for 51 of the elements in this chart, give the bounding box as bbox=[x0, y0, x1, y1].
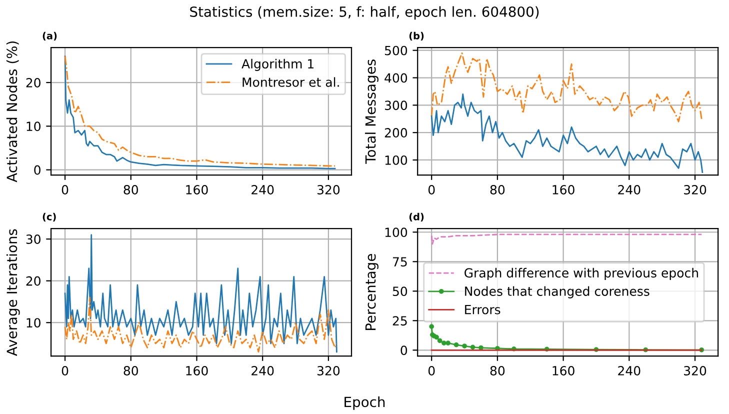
y-tick-label: 10 bbox=[26, 318, 40, 328]
y-tick-label: 100 bbox=[385, 228, 408, 238]
x-tick-label: 80 bbox=[124, 185, 138, 194]
legend-label: Nodes that changed coreness bbox=[465, 286, 650, 298]
x-tick-label: 240 bbox=[252, 185, 274, 194]
x-tick-label: 160 bbox=[552, 185, 574, 194]
y-axis-title: Activated Nodes (%) bbox=[6, 41, 19, 182]
y-tick-label: 50 bbox=[392, 286, 408, 296]
x-tick-label: 80 bbox=[490, 185, 505, 194]
y-axis-title: Total Messages bbox=[365, 60, 378, 164]
chart-title: (a) bbox=[42, 32, 57, 41]
x-tick-label: 80 bbox=[490, 366, 505, 376]
x-tick-label: 0 bbox=[62, 185, 68, 194]
y-tick-label: 100 bbox=[385, 155, 408, 165]
y-axis-title: Percentage bbox=[365, 254, 378, 330]
x-tick-label: 160 bbox=[186, 366, 208, 376]
legend-label: Montresor et al. bbox=[242, 77, 339, 87]
y-tick-label: 400 bbox=[384, 73, 408, 83]
x-axis-title: Epoch bbox=[344, 396, 385, 410]
x-tick-label: 160 bbox=[186, 185, 208, 194]
legend-label: Graph difference with previous epoch bbox=[464, 268, 698, 280]
y-tick-label: 30 bbox=[26, 234, 40, 244]
y-tick-label: 0 bbox=[34, 165, 40, 175]
y-tick-label: 20 bbox=[26, 78, 40, 88]
y-tick-label: 75 bbox=[392, 257, 407, 267]
legend-label: Errors bbox=[465, 305, 500, 314]
y-tick-label: 10 bbox=[26, 122, 40, 132]
chart-title: (c) bbox=[42, 212, 56, 222]
y-axis-title: Average Iterations bbox=[6, 229, 20, 356]
y-tick-label: 300 bbox=[384, 100, 408, 110]
x-tick-label: 80 bbox=[124, 366, 138, 376]
y-tick-label: 20 bbox=[26, 276, 40, 286]
x-tick-label: 0 bbox=[428, 366, 435, 376]
x-tick-label: 320 bbox=[684, 185, 706, 194]
x-tick-label: 240 bbox=[618, 185, 640, 194]
x-tick-label: 320 bbox=[317, 185, 340, 194]
x-tick-label: 320 bbox=[684, 366, 706, 376]
y-tick-label: 0 bbox=[400, 346, 408, 356]
x-tick-label: 0 bbox=[62, 366, 68, 376]
x-tick-label: 320 bbox=[317, 366, 340, 376]
chart-title: (b) bbox=[409, 32, 424, 41]
y-tick-label: 200 bbox=[384, 128, 408, 138]
legend-label: Algorithm 1 bbox=[242, 58, 314, 71]
y-tick-label: 25 bbox=[392, 316, 407, 326]
text: Statistics (mem.size: 5, f: half, epoch len. 604800) bbox=[190, 6, 539, 20]
x-tick-label: 160 bbox=[552, 366, 574, 376]
x-tick-label: 240 bbox=[618, 366, 640, 376]
x-tick-label: 240 bbox=[252, 366, 274, 376]
chart-title: (d) bbox=[409, 212, 424, 222]
x-tick-label: 0 bbox=[428, 185, 435, 194]
y-tick-label: 500 bbox=[384, 46, 408, 56]
